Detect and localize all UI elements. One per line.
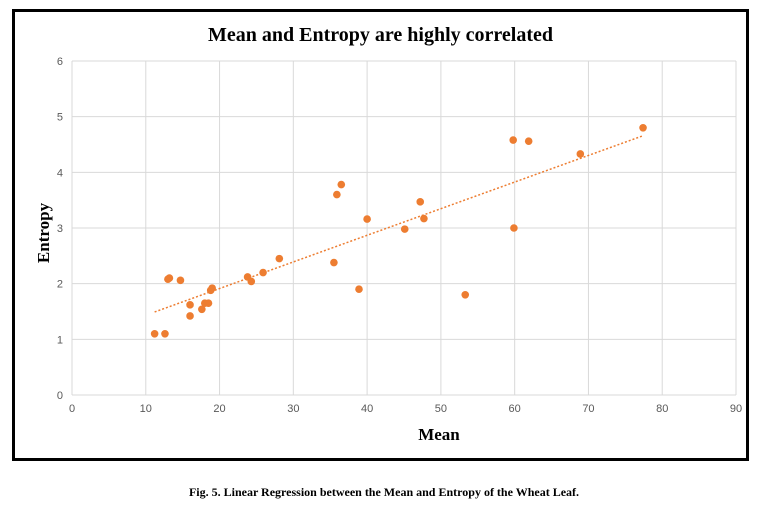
trendline <box>154 135 644 313</box>
x-tick-label: 10 <box>140 403 152 415</box>
x-tick-label: 20 <box>213 403 225 415</box>
data-point <box>524 137 533 145</box>
data-point <box>337 180 346 189</box>
x-tick-label: 90 <box>730 403 742 415</box>
x-tick-label: 70 <box>582 403 594 415</box>
y-tick-label: 0 <box>57 390 63 402</box>
data-point <box>247 277 256 286</box>
data-point <box>275 254 284 263</box>
data-point <box>416 198 425 206</box>
y-tick-label: 5 <box>57 112 63 124</box>
y-tick-label: 2 <box>57 279 63 291</box>
x-tick-label: 40 <box>361 403 373 415</box>
x-tick-label: 50 <box>435 403 447 415</box>
data-point <box>639 124 647 132</box>
data-point <box>509 136 517 144</box>
data-point <box>363 215 371 223</box>
y-tick-label: 4 <box>57 167 63 179</box>
data-point <box>150 329 159 338</box>
y-tick-label: 6 <box>57 56 63 68</box>
data-point <box>576 150 585 158</box>
data-point <box>186 312 194 320</box>
data-point <box>161 329 169 338</box>
data-point <box>400 225 409 233</box>
chart-frame: Mean and Entropy are highly correlated <box>12 9 749 461</box>
chart-title: Mean and Entropy are highly correlated <box>208 24 553 46</box>
y-axis-title: Entropy <box>34 202 53 263</box>
data-point <box>186 301 194 309</box>
x-tick-label: 0 <box>69 403 75 415</box>
data-point <box>208 284 216 292</box>
figure-caption: Fig. 5. Linear Regression between the Me… <box>188 485 580 499</box>
data-point <box>259 268 267 277</box>
data-point <box>355 285 363 294</box>
data-point <box>330 258 338 267</box>
x-axis-title: Mean <box>418 425 460 444</box>
data-point <box>204 299 213 307</box>
data-point <box>165 274 174 282</box>
x-tick-label: 80 <box>656 403 668 415</box>
data-point <box>510 224 518 232</box>
y-tick-label: 3 <box>57 223 63 235</box>
x-tick-label: 30 <box>287 403 299 415</box>
data-point <box>176 276 185 285</box>
x-tick-label: 60 <box>509 403 521 415</box>
data-point <box>461 291 470 299</box>
y-tick-label: 1 <box>57 334 63 346</box>
data-point <box>420 214 428 223</box>
data-point <box>198 305 206 314</box>
data-point <box>333 190 341 199</box>
